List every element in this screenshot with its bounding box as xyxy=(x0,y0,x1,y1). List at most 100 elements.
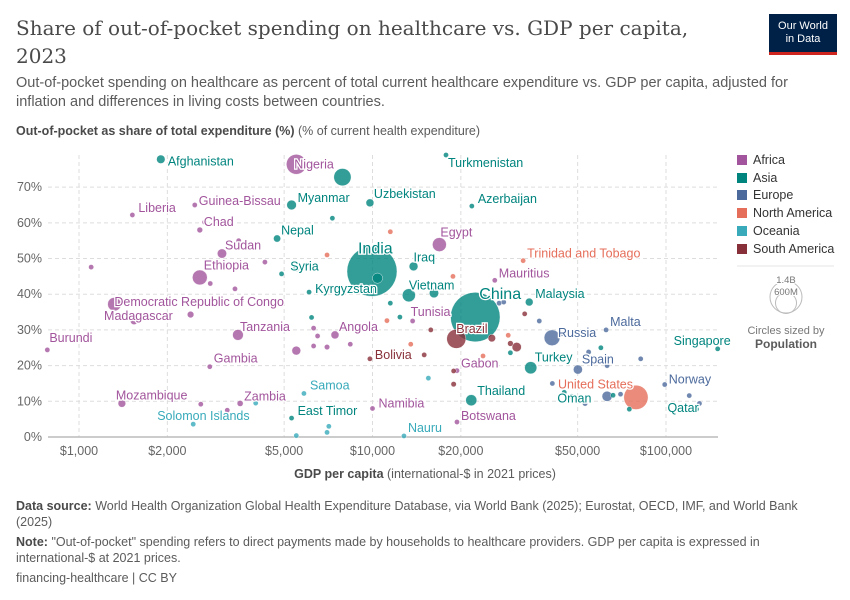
legend-item-north-america[interactable]: North America xyxy=(737,204,834,222)
point xyxy=(507,340,514,347)
point xyxy=(450,381,457,388)
point-china xyxy=(450,292,501,342)
point xyxy=(333,168,352,186)
point-kyrgyzstan xyxy=(306,289,312,295)
point xyxy=(536,318,543,324)
point-thailand xyxy=(465,394,478,406)
point xyxy=(387,300,394,306)
point xyxy=(262,259,268,265)
point xyxy=(347,341,354,347)
chart-subtitle: Out-of-pocket spending on healthcare as … xyxy=(16,75,788,110)
country-label: Azerbaijan xyxy=(478,192,537,206)
point-myanmar xyxy=(286,199,297,211)
footer: Data source: World Health Organization G… xyxy=(16,498,836,590)
point xyxy=(372,272,383,284)
point xyxy=(610,392,616,399)
legend-label: Asia xyxy=(753,170,778,185)
point-zambia xyxy=(236,400,244,407)
country-label: Zambia xyxy=(244,389,286,403)
point xyxy=(278,271,285,277)
point xyxy=(429,288,439,299)
point-oman xyxy=(568,393,575,400)
country-label: Madagascar xyxy=(104,309,173,323)
point-singapore xyxy=(714,346,721,352)
point-india xyxy=(346,246,398,297)
legend-item-europe[interactable]: Europe xyxy=(737,187,834,205)
point-ethiopia xyxy=(192,269,208,286)
point-liberia xyxy=(129,212,136,218)
country-label: Norway xyxy=(669,373,712,387)
point-gambia xyxy=(206,363,213,370)
legend-item-oceania[interactable]: Oceania xyxy=(737,222,834,240)
country-label: Nigeria xyxy=(294,157,334,171)
country-label: Gambia xyxy=(214,352,258,366)
country-label: Liberia xyxy=(138,201,176,215)
legend-label: South America xyxy=(753,241,835,256)
x-tick-label: $1,000 xyxy=(60,444,98,458)
point-qatar xyxy=(693,406,700,412)
country-label: Nauru xyxy=(408,421,442,435)
country-label: India xyxy=(358,240,393,257)
point xyxy=(450,273,456,280)
legend-item-africa[interactable]: Africa xyxy=(737,151,834,169)
point-mozambique xyxy=(117,399,126,408)
point xyxy=(314,333,321,339)
point-trinidad-and-tobago xyxy=(520,257,526,264)
point xyxy=(324,344,330,350)
country-label: Bolivia xyxy=(375,348,412,362)
legend-label: Africa xyxy=(753,152,785,167)
legend-swatch xyxy=(737,226,747,237)
point xyxy=(582,400,588,407)
country-label: Solomon Islands xyxy=(157,409,249,423)
country-label: Nepal xyxy=(281,224,314,238)
country-label: Uzbekistan xyxy=(374,187,436,201)
legend-label: North America xyxy=(753,206,833,221)
point-norway xyxy=(661,381,668,388)
point-afghanistan xyxy=(156,154,166,164)
legend-swatch xyxy=(737,190,747,201)
country-label: Thailand xyxy=(477,384,525,398)
y-tick-label: 40% xyxy=(17,287,42,301)
legend-item-asia[interactable]: Asia xyxy=(737,169,834,187)
point-solomon-islands xyxy=(190,421,197,427)
point xyxy=(558,331,565,337)
point-united-states xyxy=(623,385,649,410)
owid-logo[interactable]: Our World in Data xyxy=(769,14,837,55)
y-tick-label: 50% xyxy=(17,252,42,266)
point-nauru xyxy=(401,433,407,439)
point xyxy=(207,280,214,287)
point xyxy=(239,296,246,303)
country-label: Guinea-Bissau xyxy=(199,194,281,208)
point-turkmenistan xyxy=(443,152,449,158)
country-label: United States xyxy=(558,377,633,391)
point xyxy=(324,252,330,258)
point-malaysia xyxy=(525,297,534,307)
legend-swatch xyxy=(737,243,747,254)
country-label: Burundi xyxy=(49,331,92,345)
point-angola xyxy=(330,330,340,340)
point xyxy=(326,423,332,430)
country-label: Syria xyxy=(290,260,319,274)
legend-item-south-america[interactable]: South America xyxy=(737,240,834,258)
point xyxy=(414,399,420,405)
country-label: Turkey xyxy=(535,351,573,365)
point-iraq xyxy=(408,261,419,271)
country-label: Russia xyxy=(558,326,596,340)
country-label: Afghanistan xyxy=(168,154,234,168)
point xyxy=(187,311,195,319)
point xyxy=(324,429,330,436)
size-legend-big-label: 1.4B xyxy=(776,275,796,286)
y-tick-label: 10% xyxy=(17,394,42,408)
legend-label: Europe xyxy=(753,188,794,203)
point xyxy=(291,345,301,356)
point xyxy=(696,400,703,407)
point xyxy=(626,406,633,412)
legend-swatch xyxy=(737,154,747,165)
x-tick-label: $5,000 xyxy=(265,444,303,458)
country-label: Namibia xyxy=(379,396,425,410)
y-axis-label: Out-of-pocket as share of total expendit… xyxy=(16,124,481,138)
point xyxy=(511,342,522,352)
point xyxy=(397,314,403,320)
point-syria xyxy=(292,265,300,272)
y-tick-label: 60% xyxy=(17,216,42,230)
